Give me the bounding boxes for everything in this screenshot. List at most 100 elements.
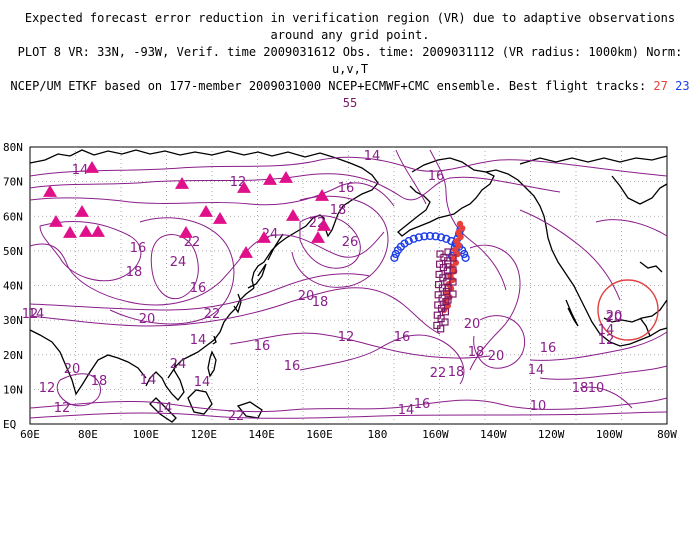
contour-value-label: 16 bbox=[394, 330, 411, 345]
coastline-hudson bbox=[611, 175, 668, 205]
contour-lines bbox=[29, 149, 668, 419]
contour-line bbox=[539, 365, 668, 380]
contour-line bbox=[299, 334, 465, 385]
contour-value-label: 22 bbox=[430, 366, 447, 381]
latitude-tick-label: 30N bbox=[3, 314, 23, 327]
latitude-tick-label: 20N bbox=[3, 349, 23, 362]
header-line-3-text: NCEP/UM ETKF based on 177-member 2009031… bbox=[10, 79, 654, 93]
contour-value-label: 20 bbox=[488, 349, 505, 364]
track-55-point bbox=[444, 260, 452, 268]
latitude-tick-label: 10N bbox=[3, 383, 23, 396]
contour-value-label: 20 bbox=[606, 309, 623, 324]
contour-line bbox=[395, 149, 427, 205]
station-triangle bbox=[179, 226, 193, 238]
latitude-tick-label: 60N bbox=[3, 210, 23, 223]
contour-line bbox=[29, 397, 668, 413]
coastline-indochina bbox=[145, 359, 185, 401]
station-triangle bbox=[85, 161, 99, 173]
contour-value-label: 20 bbox=[64, 362, 81, 377]
track-27-label: 27 bbox=[653, 79, 668, 93]
contour-value-label: 14 bbox=[398, 403, 415, 418]
track-55-point bbox=[449, 278, 457, 286]
track-55-point bbox=[441, 318, 449, 326]
track-55-point bbox=[442, 298, 450, 306]
contour-value-label: 16 bbox=[540, 341, 557, 356]
flight-tracks bbox=[390, 220, 470, 333]
contour-line bbox=[29, 156, 668, 177]
contour-line bbox=[473, 315, 526, 369]
contour-value-label: 12 bbox=[54, 401, 71, 416]
contour-value-label: 14 bbox=[598, 323, 615, 338]
station-triangle bbox=[49, 215, 63, 227]
contour-line bbox=[29, 273, 371, 311]
longitude-tick-label: 160W bbox=[422, 428, 449, 441]
contour-value-label: 10 bbox=[530, 399, 547, 414]
track-55-point bbox=[444, 248, 452, 256]
observation-stations bbox=[43, 161, 331, 258]
station-triangle bbox=[43, 185, 57, 197]
coastline-canada-north bbox=[519, 155, 668, 165]
track-55-label: 55 bbox=[342, 96, 358, 110]
contour-value-label: 10 bbox=[588, 381, 605, 396]
longitude-tick-label: 120W bbox=[538, 428, 565, 441]
latitude-tick-label: EQ bbox=[3, 418, 16, 431]
longitude-tick-label: 140E bbox=[248, 428, 275, 441]
track-55-point bbox=[441, 308, 449, 316]
contour-value-label: 22 bbox=[184, 235, 201, 250]
track-27-point bbox=[457, 233, 464, 241]
track-55-point bbox=[437, 325, 445, 333]
contour-line bbox=[229, 332, 491, 359]
longitude-tick-label: 120E bbox=[190, 428, 217, 441]
track-23-point bbox=[400, 239, 409, 248]
station-triangle bbox=[317, 219, 331, 231]
coastline-india bbox=[29, 329, 147, 396]
contour-line bbox=[29, 182, 395, 207]
map-header: Expected forecast error reduction in ver… bbox=[0, 10, 700, 112]
track-23-point bbox=[420, 232, 429, 241]
contour-value-label: 14 bbox=[28, 307, 45, 322]
header-line-3: NCEP/UM ETKF based on 177-member 2009031… bbox=[0, 78, 700, 112]
contour-line bbox=[291, 195, 389, 288]
track-27-point bbox=[459, 225, 466, 232]
contour-line bbox=[529, 331, 668, 361]
contour-value-label: 16 bbox=[130, 241, 147, 256]
latitude-tick-label: 50N bbox=[3, 245, 23, 258]
contour-line bbox=[29, 173, 561, 201]
track-55-point bbox=[444, 284, 452, 292]
contour-line bbox=[595, 219, 668, 237]
longitude-ticks: 60E 80E 100E 120E 140E 160E 180 160W 140W 120W 100… bbox=[20, 428, 677, 441]
latitude-tick-label: 70N bbox=[3, 176, 23, 189]
contour-value-label: 26 bbox=[342, 235, 359, 250]
track-55-point bbox=[444, 272, 452, 280]
track-55-point bbox=[449, 254, 457, 262]
track-23-label: 23 bbox=[675, 79, 690, 93]
contour-value-label: 18 bbox=[330, 203, 347, 218]
station-triangle bbox=[286, 209, 300, 221]
contour-value-label: 16 bbox=[414, 397, 431, 412]
contour-value-label: 20 bbox=[298, 289, 315, 304]
contour-line bbox=[39, 220, 142, 282]
station-triangle bbox=[239, 246, 253, 258]
track-55-point bbox=[449, 290, 457, 298]
contour-line bbox=[29, 287, 441, 335]
station-triangle bbox=[237, 181, 251, 193]
track-27-point bbox=[455, 242, 463, 249]
verification-region-circle bbox=[597, 279, 659, 341]
contour-value-label: 18 bbox=[448, 365, 465, 380]
contour-value-label: 20 bbox=[139, 312, 156, 327]
contour-line bbox=[150, 234, 199, 300]
station-triangle bbox=[79, 225, 93, 237]
track-23-point bbox=[431, 232, 440, 241]
contour-value-label: 18 bbox=[126, 265, 143, 280]
contour-value-label: 16 bbox=[284, 359, 301, 374]
track-27-point bbox=[440, 306, 448, 314]
coastline-baja bbox=[565, 299, 579, 327]
longitude-tick-label: 60E bbox=[20, 428, 40, 441]
contour-value-label: 20 bbox=[464, 317, 481, 332]
contour-value-label: 12 bbox=[338, 330, 355, 345]
contour-value-label: 18 bbox=[468, 345, 485, 360]
latitude-ticks: 80N 70N 60N 50N 40N 30N 20N 10N EQ bbox=[3, 141, 23, 431]
station-triangle bbox=[257, 231, 271, 243]
